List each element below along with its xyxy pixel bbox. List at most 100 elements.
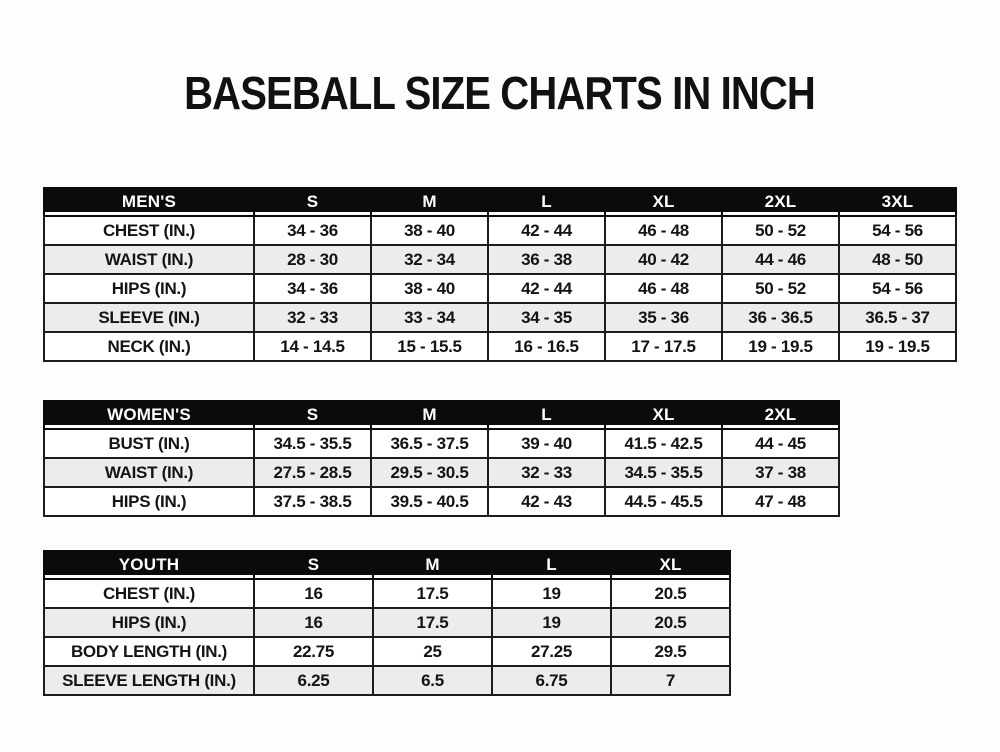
table-row: WAIST (IN.) 27.5 - 28.5 29.5 - 30.5 32 - 33… [43, 457, 840, 488]
mens-size-table-container: MEN'S S M L XL 2XL 3XL CHEST (IN.) 34 - 36 38 - 4… [43, 187, 957, 362]
row-label: HIPS (IN.) [43, 273, 255, 304]
size-value: 16 [253, 578, 374, 609]
size-value: 19 [491, 607, 612, 638]
size-value: 27.25 [491, 636, 612, 667]
size-value: 29.5 - 30.5 [370, 457, 489, 488]
table-row: HIPS (IN.) 16 17.5 19 20.5 [43, 607, 731, 638]
size-value: 6.25 [253, 665, 374, 696]
table-row: HIPS (IN.) 34 - 36 38 - 40 42 - 44 46 - 48 50… [43, 273, 957, 304]
row-label: HIPS (IN.) [43, 486, 255, 517]
size-column-header: S [253, 400, 372, 430]
size-value: 17 - 17.5 [604, 331, 723, 362]
size-column-header: XL [604, 187, 723, 217]
size-value: 34 - 36 [253, 215, 372, 246]
size-value: 54 - 56 [838, 215, 957, 246]
size-value: 54 - 56 [838, 273, 957, 304]
row-label: HIPS (IN.) [43, 607, 255, 638]
youth-table-title-cell: YOUTH [43, 550, 255, 580]
size-value: 44.5 - 45.5 [604, 486, 723, 517]
size-value: 34 - 35 [487, 302, 606, 333]
size-value: 29.5 [610, 636, 731, 667]
size-value: 32 - 33 [487, 457, 606, 488]
size-value: 50 - 52 [721, 273, 840, 304]
size-column-header: 3XL [838, 187, 957, 217]
size-value: 36.5 - 37 [838, 302, 957, 333]
size-value: 37 - 38 [721, 457, 840, 488]
youth-header-row: YOUTH S M L XL [43, 550, 731, 580]
table-row: CHEST (IN.) 16 17.5 19 20.5 [43, 578, 731, 609]
table-row: SLEEVE LENGTH (IN.) 6.25 6.5 6.75 7 [43, 665, 731, 696]
youth-size-table-container: YOUTH S M L XL CHEST (IN.) 16 17.5 19 20.5 HIPS (I… [43, 550, 731, 696]
table-row: CHEST (IN.) 34 - 36 38 - 40 42 - 44 46 - 48 5… [43, 215, 957, 246]
size-value: 46 - 48 [604, 215, 723, 246]
size-value: 42 - 44 [487, 273, 606, 304]
size-column-header: S [253, 550, 374, 580]
size-value: 19 - 19.5 [721, 331, 840, 362]
row-label: CHEST (IN.) [43, 578, 255, 609]
size-value: 39 - 40 [487, 428, 606, 459]
size-value: 6.5 [372, 665, 493, 696]
table-row: SLEEVE (IN.) 32 - 33 33 - 34 34 - 35 35 - 36… [43, 302, 957, 333]
size-value: 16 - 16.5 [487, 331, 606, 362]
size-value: 50 - 52 [721, 215, 840, 246]
size-value: 14 - 14.5 [253, 331, 372, 362]
size-value: 36 - 38 [487, 244, 606, 275]
size-value: 42 - 43 [487, 486, 606, 517]
womens-size-table: WOMEN'S S M L XL 2XL BUST (IN.) 34.5 - 35.5 36.5… [43, 400, 840, 517]
mens-header-row: MEN'S S M L XL 2XL 3XL [43, 187, 957, 217]
table-row: BODY LENGTH (IN.) 22.75 25 27.25 29.5 [43, 636, 731, 667]
size-value: 40 - 42 [604, 244, 723, 275]
size-column-header: L [487, 187, 606, 217]
size-value: 33 - 34 [370, 302, 489, 333]
table-row: HIPS (IN.) 37.5 - 38.5 39.5 - 40.5 42 - 43 4… [43, 486, 840, 517]
row-label: SLEEVE LENGTH (IN.) [43, 665, 255, 696]
size-value: 41.5 - 42.5 [604, 428, 723, 459]
size-value: 44 - 45 [721, 428, 840, 459]
size-value: 36 - 36.5 [721, 302, 840, 333]
size-column-header: M [370, 187, 489, 217]
size-value: 17.5 [372, 578, 493, 609]
table-row: WAIST (IN.) 28 - 30 32 - 34 36 - 38 40 - 42 4… [43, 244, 957, 275]
youth-size-table: YOUTH S M L XL CHEST (IN.) 16 17.5 19 20.5 HIPS (I… [43, 550, 731, 696]
size-column-header: S [253, 187, 372, 217]
size-column-header: M [372, 550, 493, 580]
womens-size-table-container: WOMEN'S S M L XL 2XL BUST (IN.) 34.5 - 35.5 36.5… [43, 400, 840, 517]
title-container: BASEBALL SIZE CHARTS IN INCH [0, 66, 1000, 120]
womens-table-title-cell: WOMEN'S [43, 400, 255, 430]
size-column-header: L [487, 400, 606, 430]
size-value: 32 - 33 [253, 302, 372, 333]
size-value: 38 - 40 [370, 273, 489, 304]
size-value: 36.5 - 37.5 [370, 428, 489, 459]
mens-size-table: MEN'S S M L XL 2XL 3XL CHEST (IN.) 34 - 36 38 - 4… [43, 187, 957, 362]
size-column-header: M [370, 400, 489, 430]
size-value: 27.5 - 28.5 [253, 457, 372, 488]
row-label: CHEST (IN.) [43, 215, 255, 246]
row-label: NECK (IN.) [43, 331, 255, 362]
size-value: 34.5 - 35.5 [604, 457, 723, 488]
size-column-header: 2XL [721, 187, 840, 217]
size-column-header: XL [604, 400, 723, 430]
size-value: 47 - 48 [721, 486, 840, 517]
size-value: 44 - 46 [721, 244, 840, 275]
size-value: 39.5 - 40.5 [370, 486, 489, 517]
size-value: 42 - 44 [487, 215, 606, 246]
row-label: WAIST (IN.) [43, 457, 255, 488]
size-value: 15 - 15.5 [370, 331, 489, 362]
row-label: SLEEVE (IN.) [43, 302, 255, 333]
size-value: 17.5 [372, 607, 493, 638]
size-value: 22.75 [253, 636, 374, 667]
size-value: 20.5 [610, 578, 731, 609]
size-value: 37.5 - 38.5 [253, 486, 372, 517]
size-value: 25 [372, 636, 493, 667]
mens-table-title-cell: MEN'S [43, 187, 255, 217]
size-value: 48 - 50 [838, 244, 957, 275]
size-column-header: L [491, 550, 612, 580]
size-column-header: 2XL [721, 400, 840, 430]
womens-header-row: WOMEN'S S M L XL 2XL [43, 400, 840, 430]
size-value: 38 - 40 [370, 215, 489, 246]
size-value: 32 - 34 [370, 244, 489, 275]
size-value: 46 - 48 [604, 273, 723, 304]
row-label: BODY LENGTH (IN.) [43, 636, 255, 667]
table-row: BUST (IN.) 34.5 - 35.5 36.5 - 37.5 39 - 40 4… [43, 428, 840, 459]
size-value: 7 [610, 665, 731, 696]
